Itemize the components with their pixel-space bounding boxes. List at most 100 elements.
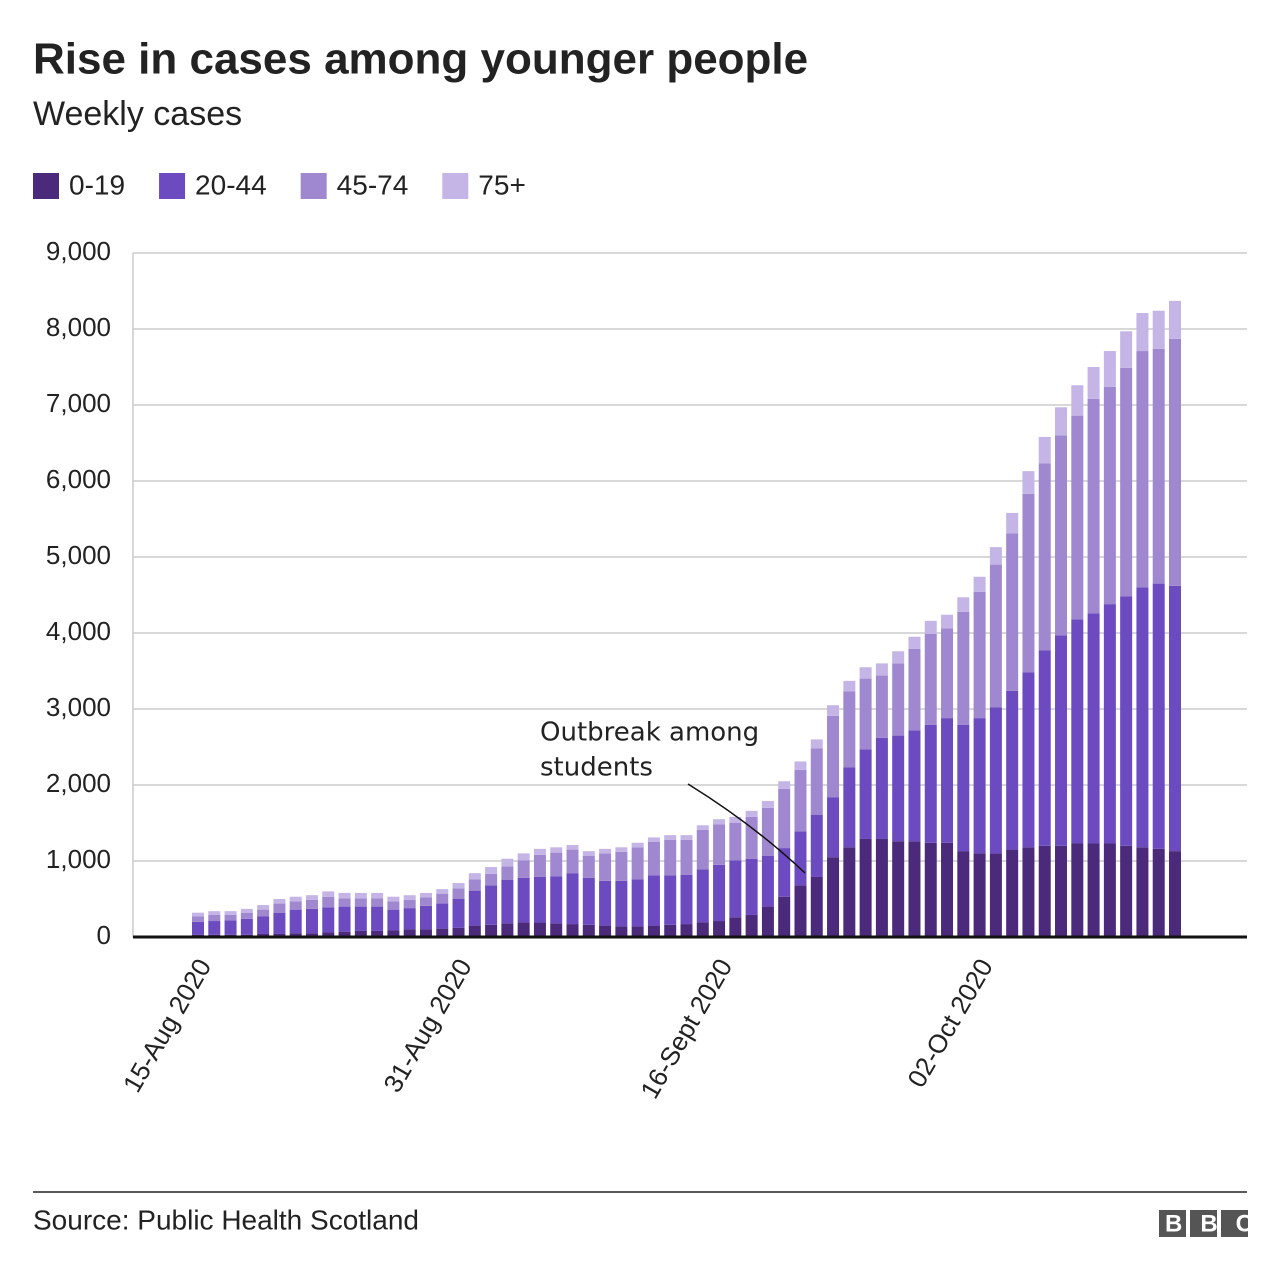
bar-segment bbox=[1022, 672, 1035, 848]
bar-segment bbox=[989, 853, 1002, 937]
bar-segment bbox=[273, 899, 286, 904]
bar-segment bbox=[387, 901, 400, 910]
bar-segment bbox=[305, 899, 318, 909]
bar-segment bbox=[859, 678, 872, 750]
bar-segment bbox=[582, 924, 595, 937]
bar-segment bbox=[973, 718, 986, 854]
bar-segment bbox=[224, 911, 237, 915]
chart-title: Rise in cases among younger people bbox=[33, 35, 808, 84]
bar-segment bbox=[696, 829, 709, 870]
bar-segment bbox=[615, 926, 628, 937]
x-tick-label: 02-Oct 2020 bbox=[901, 953, 999, 1092]
bar-segment bbox=[273, 912, 286, 934]
bar-segment bbox=[761, 800, 774, 808]
bar-segment bbox=[941, 718, 954, 843]
bar-segment bbox=[305, 908, 318, 934]
bar-segment bbox=[485, 924, 498, 937]
bar-segment bbox=[354, 892, 367, 899]
bar-segment bbox=[843, 847, 856, 937]
bar-segment bbox=[761, 855, 774, 907]
bar-segment bbox=[810, 814, 823, 877]
bar-segment bbox=[1087, 398, 1100, 614]
bar-segment bbox=[973, 853, 986, 937]
bar-segment bbox=[403, 929, 416, 937]
bar-segment bbox=[550, 847, 563, 853]
bar-segment bbox=[745, 858, 758, 915]
bar-segment bbox=[924, 724, 937, 843]
bar-segment bbox=[322, 891, 335, 897]
bar-segment bbox=[875, 675, 888, 738]
x-tick-label: 15-Aug 2020 bbox=[117, 953, 217, 1097]
bar-segment bbox=[1136, 313, 1149, 352]
bar-segment bbox=[371, 906, 384, 931]
bar-segment bbox=[957, 851, 970, 937]
bar-segment bbox=[208, 921, 221, 935]
bar-segment bbox=[1103, 386, 1116, 605]
bar-segment bbox=[1071, 843, 1084, 937]
bar-segment bbox=[419, 929, 432, 937]
bar-segment bbox=[1136, 351, 1149, 588]
bar-segment bbox=[875, 737, 888, 839]
bar-segment bbox=[338, 898, 351, 907]
bar-segment bbox=[810, 876, 823, 937]
bar-segment bbox=[680, 839, 693, 875]
bar-segment bbox=[533, 876, 546, 923]
bar-segment bbox=[1071, 415, 1084, 620]
bar-segment bbox=[1055, 635, 1068, 846]
bar-segment bbox=[468, 925, 481, 937]
bar-segment bbox=[599, 848, 612, 854]
bar-segment bbox=[436, 928, 449, 937]
bar-segment bbox=[713, 921, 726, 937]
bar-segment bbox=[908, 841, 921, 937]
bar-segment bbox=[436, 893, 449, 904]
bar-segment bbox=[436, 889, 449, 894]
bar-segment bbox=[892, 663, 905, 736]
bar-segment bbox=[761, 807, 774, 856]
bar-segment bbox=[599, 853, 612, 881]
bar-segment bbox=[1038, 650, 1051, 846]
x-tick-label: 16-Sept 2020 bbox=[634, 953, 738, 1103]
bar-segment bbox=[550, 852, 563, 877]
bar-segment bbox=[257, 933, 270, 937]
bar-segment bbox=[485, 873, 498, 886]
bar-segment bbox=[387, 896, 400, 902]
y-tick-label: 1,000 bbox=[46, 844, 111, 874]
bar-segment bbox=[713, 864, 726, 922]
bar-segment bbox=[1152, 310, 1165, 349]
bar-segment bbox=[1169, 300, 1181, 339]
bar-segment bbox=[892, 841, 905, 937]
bar-segment bbox=[550, 923, 563, 937]
bar-segment bbox=[403, 895, 416, 900]
bar-segment bbox=[273, 933, 286, 937]
bar-segment bbox=[582, 855, 595, 878]
bar-segment bbox=[729, 917, 742, 937]
bar-segment bbox=[257, 909, 270, 917]
bar-segment bbox=[1055, 845, 1068, 937]
bar-segment bbox=[1071, 385, 1084, 416]
bar-segment bbox=[696, 922, 709, 937]
bar-segment bbox=[582, 851, 595, 856]
bar-segment bbox=[680, 924, 693, 937]
bar-segment bbox=[664, 875, 677, 925]
bar-segment bbox=[1120, 331, 1133, 368]
bar-segment bbox=[485, 885, 498, 925]
bar-segment bbox=[1022, 471, 1035, 494]
bar-segment bbox=[843, 767, 856, 848]
bar-segment bbox=[468, 890, 481, 926]
bar-segment bbox=[1055, 407, 1068, 436]
bar-segment bbox=[273, 903, 286, 913]
bar-segment bbox=[501, 866, 514, 880]
bar-segment bbox=[240, 918, 253, 935]
bar-segment bbox=[892, 651, 905, 664]
bar-segment bbox=[989, 707, 1002, 854]
bar-segment bbox=[973, 576, 986, 592]
bar-segment bbox=[240, 908, 253, 913]
legend-label: 0-19 bbox=[69, 169, 125, 200]
bar-segment bbox=[875, 838, 888, 937]
bar-segment bbox=[908, 730, 921, 842]
bar-segment bbox=[305, 895, 318, 900]
y-tick-label: 6,000 bbox=[46, 464, 111, 494]
bar-segment bbox=[517, 877, 530, 923]
bar-segment bbox=[647, 837, 660, 842]
